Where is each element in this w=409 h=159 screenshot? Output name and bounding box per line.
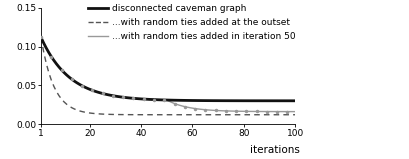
Legend: disconnected caveman graph, ...with random ties added at the outset, ...with ran: disconnected caveman graph, ...with rand… <box>88 4 294 41</box>
...with random ties added in iteration 50 <box>189 107 194 109</box>
...with random ties added in iteration 50 <box>87 88 92 90</box>
...with random ties added in iteration 50 <box>97 92 102 94</box>
...with random ties added at the outset <box>169 114 174 116</box>
...with random ties added in iteration 50 <box>169 102 174 104</box>
...with random ties added at the outset <box>272 114 276 116</box>
disconnected caveman graph <box>97 92 102 94</box>
disconnected caveman graph <box>292 100 297 102</box>
...with random ties added at the outset <box>292 114 297 116</box>
...with random ties added in iteration 50 <box>292 111 297 113</box>
Line: ...with random ties added at the outset: ...with random ties added at the outset <box>41 37 294 115</box>
disconnected caveman graph <box>87 88 92 90</box>
...with random ties added at the outset <box>97 113 102 115</box>
disconnected caveman graph <box>272 100 276 102</box>
...with random ties added in iteration 50 <box>38 36 43 38</box>
...with random ties added at the outset <box>38 36 43 38</box>
...with random ties added at the outset <box>279 114 284 116</box>
disconnected caveman graph <box>189 100 194 101</box>
Line: disconnected caveman graph: disconnected caveman graph <box>41 37 294 101</box>
...with random ties added in iteration 50 <box>272 111 276 113</box>
...with random ties added in iteration 50 <box>279 111 284 113</box>
Line: ...with random ties added in iteration 50: ...with random ties added in iteration 5… <box>41 37 294 112</box>
disconnected caveman graph <box>279 100 284 102</box>
...with random ties added at the outset <box>189 114 194 116</box>
...with random ties added at the outset <box>87 112 92 114</box>
disconnected caveman graph <box>38 36 43 38</box>
disconnected caveman graph <box>169 99 174 101</box>
X-axis label: iterations: iterations <box>249 145 299 155</box>
